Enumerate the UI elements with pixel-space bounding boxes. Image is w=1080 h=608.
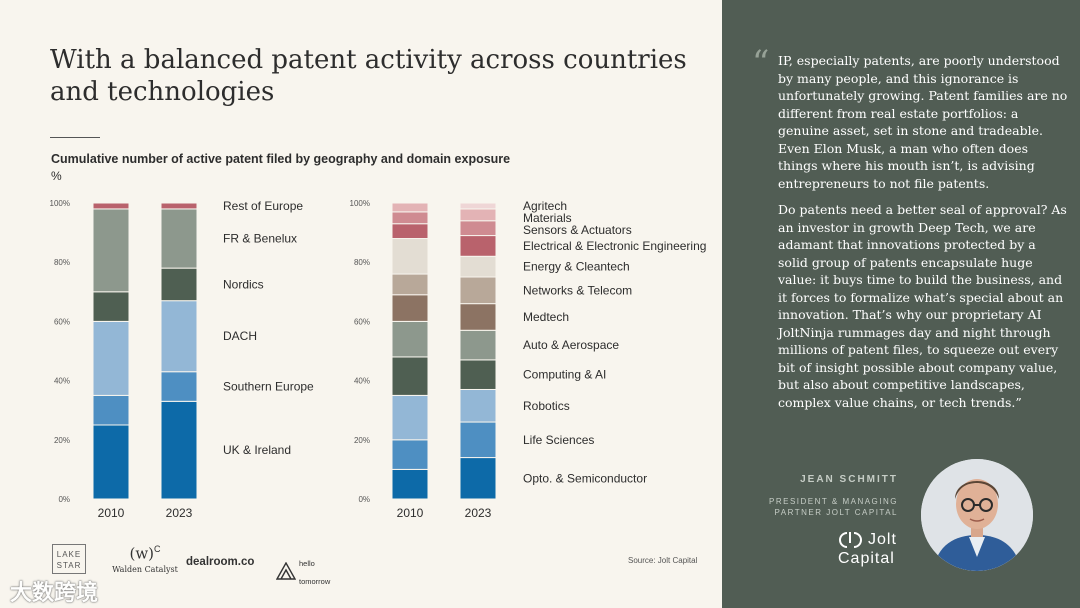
chart-subtitle: Cumulative number of active patent filed… xyxy=(51,152,511,166)
capital-word: Capital xyxy=(838,550,895,567)
y-tick-label: 0% xyxy=(358,495,370,504)
lakestar-logo: LAKE STAR xyxy=(52,544,86,574)
quote-icon: “ xyxy=(752,43,770,83)
y-tick-label: 80% xyxy=(54,258,70,267)
bar-segment xyxy=(391,356,429,396)
x-category-label: 2010 xyxy=(397,506,424,520)
bar-segment xyxy=(459,202,497,210)
y-tick-label: 20% xyxy=(354,436,370,445)
watermark: 大数跨境 xyxy=(10,580,99,605)
tomorrow-text: tomorrow xyxy=(299,577,331,586)
bar-segment xyxy=(391,320,429,358)
legend-label: Opto. & Semiconductor xyxy=(523,471,647,485)
walden-catalyst-logo: (w)C Walden Catalyst xyxy=(110,544,180,574)
bar-segment xyxy=(160,300,198,373)
bar-segment xyxy=(391,294,429,322)
bar-segment xyxy=(459,457,497,500)
bar-segment xyxy=(391,238,429,275)
bar-segment xyxy=(391,439,429,470)
chart-unit: % xyxy=(51,169,62,183)
source-note: Source: Jolt Capital xyxy=(628,556,698,565)
walden-sup: C xyxy=(154,544,161,554)
x-category-label: 2010 xyxy=(98,506,125,520)
legend-label: Robotics xyxy=(523,399,570,413)
page-title: With a balanced patent activity across c… xyxy=(50,45,687,107)
legend-label: Nordics xyxy=(223,277,264,291)
y-tick-label: 80% xyxy=(354,258,370,267)
hello-tomorrow-logo: hello tomorrow xyxy=(276,553,330,589)
y-tick-label: 60% xyxy=(54,317,70,326)
jolt-word: Jolt xyxy=(868,531,897,549)
bar-segment xyxy=(459,255,497,278)
quote-paragraph-1: IP, especially patents, are poorly under… xyxy=(778,53,1068,191)
bar-segment xyxy=(459,359,497,390)
mountain-icon xyxy=(276,562,296,580)
walden-mark: (w) xyxy=(129,544,155,563)
bar-segment xyxy=(92,291,130,322)
author-photo xyxy=(921,459,1033,571)
bar-segment xyxy=(92,424,130,500)
bar-segment xyxy=(459,421,497,459)
bar-segment xyxy=(92,202,130,210)
legend-label: Electrical & Electronic Engineering xyxy=(523,239,706,253)
bar-segment xyxy=(92,208,130,293)
bar-segment xyxy=(160,202,198,210)
bar-segment xyxy=(391,273,429,296)
title-divider xyxy=(50,137,100,138)
legend-label: FR & Benelux xyxy=(223,232,297,246)
y-tick-label: 20% xyxy=(54,436,70,445)
bar-segment xyxy=(459,303,497,331)
quote-paragraph-2: Do patents need a better seal of approva… xyxy=(778,202,1067,410)
bar-segment xyxy=(92,394,130,426)
legend-label: Materials xyxy=(523,211,572,225)
bar-segment xyxy=(391,468,429,500)
quote-author-name: JEAN SCHMITT xyxy=(800,474,898,485)
dealroom-logo: dealroom.co xyxy=(186,556,255,568)
bar-segment xyxy=(391,223,429,240)
y-tick-label: 40% xyxy=(54,377,70,386)
y-tick-label: 40% xyxy=(354,377,370,386)
bar-segment xyxy=(391,394,429,441)
y-tick-label: 100% xyxy=(350,199,370,208)
bar-segment xyxy=(391,202,429,213)
bar-segment xyxy=(160,400,198,500)
bar-segment xyxy=(459,276,497,305)
walden-name: Walden Catalyst xyxy=(112,565,178,575)
legend-label: Southern Europe xyxy=(223,380,314,394)
y-tick-label: 100% xyxy=(50,199,70,208)
jolt-mark-icon xyxy=(839,532,862,548)
legend-label: Networks & Telecom xyxy=(523,283,632,297)
bar-segment xyxy=(459,388,497,423)
hello-text: hello xyxy=(299,559,315,568)
x-category-label: 2023 xyxy=(465,506,492,520)
bar-segment xyxy=(160,208,198,269)
bar-segment xyxy=(459,329,497,361)
x-category-label: 2023 xyxy=(166,506,193,520)
bar-segment xyxy=(160,267,198,302)
legend-label: Computing & AI xyxy=(523,368,606,382)
y-tick-label: 60% xyxy=(354,317,370,326)
bar-segment xyxy=(391,211,429,225)
portrait-image xyxy=(921,459,1033,571)
legend-label: Auto & Aerospace xyxy=(523,338,619,352)
legend-label: Agritech xyxy=(523,199,567,213)
jolt-capital-logo: Jolt Capital xyxy=(838,530,897,568)
bar-segment xyxy=(160,371,198,402)
legend-label: Medtech xyxy=(523,310,569,324)
legend-label: DACH xyxy=(223,329,257,343)
legend-label: Rest of Europe xyxy=(223,199,303,213)
stacked-bar-charts: 0% 20% 40% 60% 80% 100% 2010 2023 UK & Ireland So… xyxy=(50,199,707,520)
legend-label: Life Sciences xyxy=(523,433,594,447)
y-tick-label: 0% xyxy=(58,495,70,504)
bar-segment xyxy=(459,220,497,237)
bar-segment xyxy=(459,235,497,257)
legend-label: Energy & Cleantech xyxy=(523,260,630,274)
legend-label: UK & Ireland xyxy=(223,443,291,457)
legend-label: Sensors & Actuators xyxy=(523,223,632,237)
bar-segment xyxy=(459,208,497,222)
quote-text: IP, especially patents, are poorly under… xyxy=(778,52,1068,420)
bar-segment xyxy=(92,320,130,396)
quote-author-role: PRESIDENT & MANAGING PARTNER JOLT CAPITA… xyxy=(769,497,898,517)
